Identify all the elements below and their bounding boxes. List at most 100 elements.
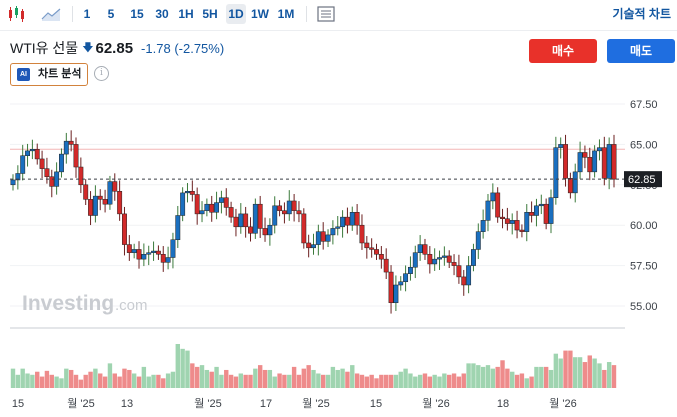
timeframe-1mo[interactable]: 1M xyxy=(277,7,295,21)
instrument-name: WTI유 선물 xyxy=(10,40,79,56)
volume-bar xyxy=(257,365,263,388)
candle-body xyxy=(10,179,16,186)
candle-body xyxy=(364,242,370,249)
candle-body xyxy=(369,247,375,250)
candle-body xyxy=(126,244,132,253)
toolbar-divider xyxy=(72,6,73,22)
timeframe-30m[interactable]: 30 xyxy=(155,7,169,21)
volume-bar xyxy=(112,373,117,388)
volume-bar xyxy=(369,374,374,388)
candle-body xyxy=(160,254,166,263)
candle-body xyxy=(567,178,573,194)
volume-bar xyxy=(316,373,321,388)
candle-body xyxy=(68,140,74,145)
technical-chart-link[interactable]: 기술적 차트 xyxy=(612,7,671,21)
candle-body xyxy=(514,220,520,231)
volume-bar xyxy=(340,368,345,388)
volume-bar xyxy=(180,348,185,388)
volume-bar xyxy=(39,376,45,388)
current-price-tag xyxy=(624,171,662,188)
price-chart[interactable]: Investing .com 67.5065.0062.5060.0057.50… xyxy=(0,92,677,417)
ai-chart-analysis-button[interactable]: AI 차트 분석 xyxy=(10,63,88,86)
volume-bar xyxy=(190,363,195,388)
volume-bar xyxy=(573,357,578,388)
candle-body xyxy=(480,220,486,232)
volume-bar xyxy=(447,374,452,388)
current-price-marker: 62.85 xyxy=(10,171,662,188)
volume-bar xyxy=(282,374,287,388)
candle-body xyxy=(194,194,200,215)
candle-body xyxy=(248,226,253,234)
volume-bar xyxy=(505,368,510,388)
volume-bar xyxy=(175,344,180,388)
timeframe-15m[interactable]: 15 xyxy=(130,7,144,21)
volume-bar xyxy=(54,376,59,388)
toolbar-divider xyxy=(306,6,307,22)
candle-body xyxy=(393,284,399,304)
volume-bar xyxy=(495,366,500,388)
volume-bar xyxy=(20,368,25,388)
timeframe-1h[interactable]: 1H xyxy=(178,7,194,21)
volume-bar xyxy=(73,374,79,388)
candle-body xyxy=(301,213,307,244)
last-price: 62.85 xyxy=(95,39,134,57)
candle-body xyxy=(141,254,147,260)
volume-bar xyxy=(267,369,273,388)
time-tick-label: 13 xyxy=(121,398,133,410)
candle-body xyxy=(306,242,312,249)
timeframe-5h[interactable]: 5H xyxy=(202,7,218,21)
timeframe-5m[interactable]: 5 xyxy=(107,7,115,21)
volume-bar xyxy=(471,363,476,388)
info-icon[interactable]: i xyxy=(94,66,109,81)
candle-body xyxy=(441,255,447,258)
volume-bar xyxy=(141,366,147,388)
candle-body xyxy=(558,144,564,148)
indicator-panel-icon[interactable] xyxy=(316,5,336,23)
volume-bar xyxy=(480,366,486,388)
volume-bar xyxy=(354,373,360,388)
candle-body xyxy=(63,140,69,155)
timeframe-1d[interactable]: 1D xyxy=(226,4,246,24)
volume-bar xyxy=(131,373,137,388)
volume-bar xyxy=(325,374,331,388)
volume-bar xyxy=(437,376,442,388)
buy-button[interactable]: 매수 xyxy=(529,39,597,63)
volume-bar xyxy=(78,379,84,388)
volume-bar xyxy=(432,374,437,388)
candle-body xyxy=(354,212,360,226)
volume-bar xyxy=(224,369,229,388)
investing-watermark: Investing .com xyxy=(22,292,148,315)
sell-button[interactable]: 매도 xyxy=(607,39,675,63)
ai-chart-analysis-label: 차트 분석 xyxy=(38,68,82,80)
volume-bar xyxy=(194,366,200,388)
volume-bar xyxy=(30,374,35,388)
candle-body xyxy=(78,166,84,186)
candle-body xyxy=(112,181,118,192)
timeframe-1m[interactable]: 1 xyxy=(83,7,91,21)
volume-bar xyxy=(35,371,40,388)
candle-body xyxy=(243,213,249,228)
volume-bar xyxy=(248,374,253,388)
volume-bar xyxy=(122,368,127,388)
volume-bar xyxy=(296,374,302,388)
candle-body xyxy=(25,150,30,156)
change-percent: (-2.75%) xyxy=(174,41,225,57)
area-chart-icon[interactable] xyxy=(40,5,62,23)
candle-body xyxy=(509,220,515,224)
candle-body xyxy=(383,258,389,273)
current-price-label: 62.85 xyxy=(628,174,656,186)
candle-body xyxy=(20,155,26,174)
candlestick-icon[interactable] xyxy=(6,5,26,23)
candle-body xyxy=(597,147,602,152)
timeframe-1w[interactable]: 1W xyxy=(251,7,269,21)
candle-body xyxy=(185,191,190,194)
volume-bar xyxy=(398,371,403,388)
volume-bar xyxy=(500,360,505,388)
volume-bar xyxy=(510,371,515,388)
candle-body xyxy=(524,212,530,232)
volume-bar xyxy=(461,373,466,388)
volume-bar xyxy=(44,370,50,388)
time-tick-label: 18 xyxy=(497,398,509,410)
candle-body xyxy=(529,212,535,216)
volume-bar xyxy=(59,378,64,388)
